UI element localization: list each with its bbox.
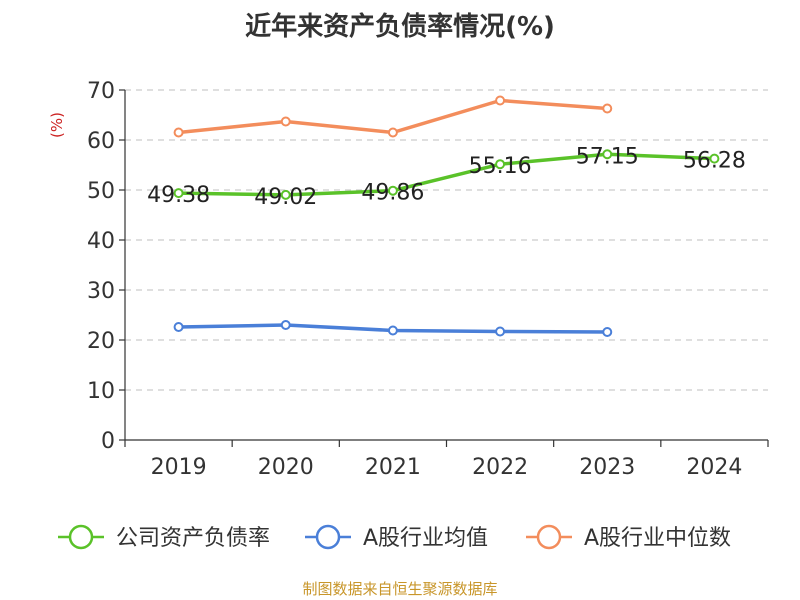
data-point xyxy=(173,127,184,138)
y-tick-label: 60 xyxy=(87,129,115,154)
y-axis-unit-label: (%) xyxy=(48,112,66,138)
chart-title: 近年来资产负债率情况(%) xyxy=(245,12,555,42)
x-tick-label: 2019 xyxy=(151,455,207,480)
data-point xyxy=(602,103,613,114)
source-footer: 制图数据来自恒生聚源数据库 xyxy=(302,580,498,598)
data-label: 57.15 xyxy=(576,144,639,169)
data-label: 49.86 xyxy=(361,181,424,206)
data-label: 49.38 xyxy=(147,183,210,208)
legend-marker xyxy=(68,524,94,550)
legend-marker xyxy=(536,524,562,550)
y-tick-label: 10 xyxy=(87,379,115,404)
data-point xyxy=(280,320,291,330)
y-tick-label: 30 xyxy=(87,279,115,304)
data-point xyxy=(280,116,291,127)
data-point xyxy=(387,185,398,196)
x-tick-label: 2021 xyxy=(365,455,421,480)
data-point xyxy=(387,325,398,336)
data-point xyxy=(495,159,506,170)
legend-label: 公司资产负债率 xyxy=(116,526,270,551)
legend-label: A股行业中位数 xyxy=(584,526,731,551)
y-tick-label: 20 xyxy=(87,329,115,354)
data-point xyxy=(495,326,506,337)
y-tick-label: 70 xyxy=(87,79,115,104)
data-point xyxy=(602,327,613,337)
x-tick-label: 2022 xyxy=(472,455,528,480)
data-label: 56.28 xyxy=(683,149,746,174)
data-point xyxy=(387,127,398,138)
data-point xyxy=(173,188,184,199)
data-point xyxy=(280,189,291,200)
x-tick-label: 2024 xyxy=(686,455,742,480)
y-tick-label: 0 xyxy=(101,429,115,454)
legend-label: A股行业均值 xyxy=(363,526,488,551)
data-point xyxy=(173,322,184,332)
data-label: 49.02 xyxy=(254,185,317,210)
data-point xyxy=(495,95,506,106)
data-label: 55.16 xyxy=(469,154,532,179)
x-tick-label: 2020 xyxy=(258,455,314,480)
data-point xyxy=(709,153,720,164)
legend-marker xyxy=(315,524,341,550)
y-tick-label: 50 xyxy=(87,179,115,204)
y-tick-label: 40 xyxy=(87,229,115,254)
data-point xyxy=(602,149,613,160)
series-line xyxy=(176,152,717,197)
x-tick-label: 2023 xyxy=(579,455,635,480)
